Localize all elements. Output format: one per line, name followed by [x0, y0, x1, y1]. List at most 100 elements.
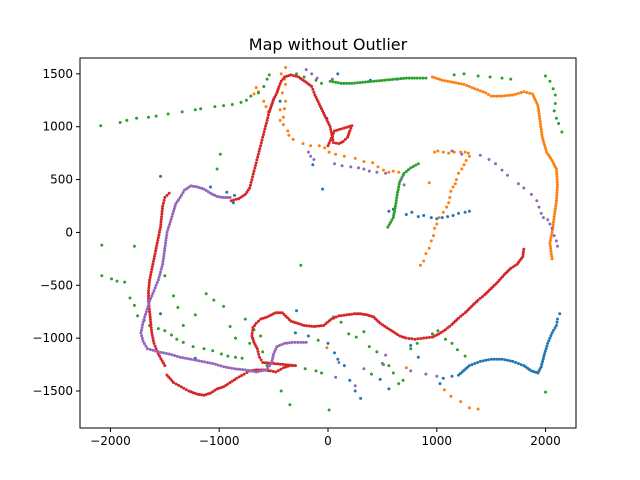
data-point [437, 216, 441, 220]
data-point [248, 183, 252, 187]
data-point [160, 212, 164, 216]
data-point [240, 374, 244, 377]
data-point [347, 81, 351, 85]
data-point [537, 114, 541, 118]
data-point [555, 178, 559, 182]
y-tick-label: −1000 [32, 331, 73, 345]
data-point [157, 230, 161, 234]
data-point [203, 360, 206, 364]
data-point [539, 127, 543, 131]
data-point [159, 225, 162, 229]
data-point [500, 168, 504, 172]
data-point [170, 215, 174, 219]
data-point [320, 371, 323, 375]
data-point [254, 321, 258, 325]
data-point [285, 341, 289, 345]
data-point [278, 99, 282, 103]
data-point [500, 94, 504, 98]
data-point [208, 361, 212, 365]
data-point [448, 80, 452, 84]
data-point [533, 97, 537, 101]
data-point [339, 314, 343, 318]
data-point [147, 307, 151, 311]
data-point [251, 326, 255, 330]
data-point [288, 363, 292, 367]
data-point [391, 371, 395, 375]
data-point [275, 345, 279, 349]
data-point [438, 382, 442, 386]
data-point [548, 336, 552, 340]
data-point [444, 328, 447, 332]
data-point [556, 244, 559, 248]
data-point [329, 317, 333, 321]
data-point [519, 363, 523, 367]
data-point [259, 369, 263, 373]
data-point [248, 186, 252, 190]
data-point [314, 369, 318, 373]
data-point [232, 198, 236, 202]
data-point [522, 247, 526, 251]
data-point [164, 238, 168, 242]
data-point [508, 359, 512, 363]
data-point [552, 220, 555, 224]
data-point [542, 355, 546, 358]
data-point [538, 117, 542, 121]
data-point [342, 81, 346, 85]
data-point [445, 205, 449, 209]
data-point [159, 357, 163, 361]
data-point [425, 336, 429, 340]
data-point [550, 254, 554, 258]
data-point [532, 94, 536, 98]
data-point [326, 144, 330, 148]
data-point [163, 196, 167, 199]
data-point [269, 362, 273, 365]
data-point [486, 93, 490, 96]
data-point [418, 76, 422, 80]
data-point [432, 234, 435, 238]
data-point [424, 372, 428, 376]
data-point [453, 182, 457, 186]
data-point [225, 190, 229, 194]
data-point [156, 352, 160, 356]
data-point [389, 220, 392, 224]
data-point [243, 192, 247, 196]
data-point [309, 154, 313, 158]
data-point [539, 125, 543, 129]
data-point [328, 125, 332, 129]
data-point [160, 359, 164, 363]
data-point [364, 80, 367, 84]
data-point [546, 341, 550, 345]
data-point [159, 220, 163, 224]
data-point [421, 76, 425, 80]
data-point [549, 249, 553, 253]
data-point [132, 244, 136, 248]
data-point [506, 358, 509, 362]
data-point [151, 336, 155, 340]
data-point [303, 367, 307, 371]
data-point [175, 337, 179, 341]
data-point [540, 133, 544, 137]
data-point [256, 155, 260, 159]
data-point [415, 341, 419, 345]
data-point [235, 376, 239, 380]
data-point [554, 204, 558, 208]
data-point [552, 328, 555, 332]
data-point [402, 183, 406, 187]
data-point [252, 169, 256, 173]
data-point [158, 228, 162, 232]
data-point [541, 360, 544, 364]
data-point [156, 278, 160, 282]
data-point [286, 129, 290, 133]
data-point [377, 79, 381, 83]
data-point [395, 196, 399, 200]
data-point [147, 294, 150, 298]
data-point [476, 298, 480, 302]
data-point [175, 354, 179, 358]
data-point [141, 320, 145, 324]
data-point [268, 364, 272, 368]
data-point [219, 352, 223, 356]
data-point [513, 264, 517, 268]
data-point [274, 347, 278, 351]
data-point [419, 263, 422, 267]
data-point [228, 196, 232, 199]
